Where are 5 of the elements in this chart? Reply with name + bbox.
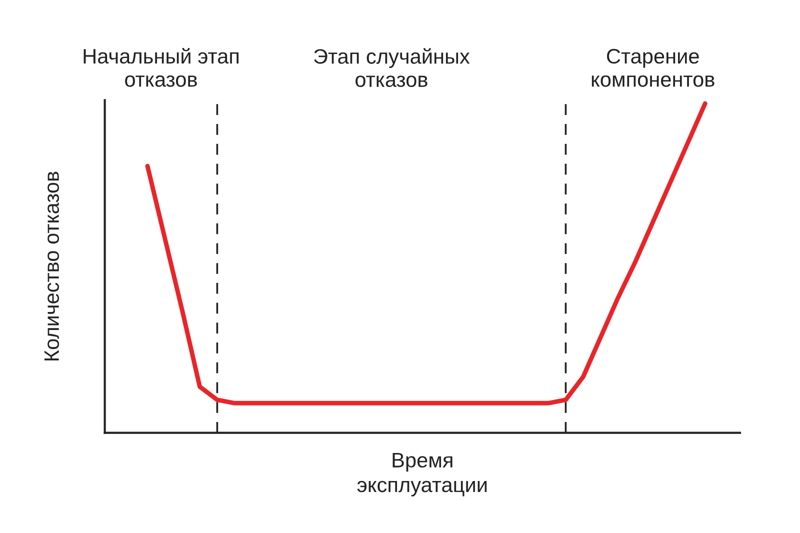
text: Старение компонентов xyxy=(592,48,714,87)
x-axis-title: Время эксплуатации xyxy=(357,453,487,496)
y-axis-title: Количество отказов xyxy=(44,172,60,360)
text: Этап случайных отказов xyxy=(314,48,470,88)
text: Начальный этап отказов xyxy=(84,48,238,87)
